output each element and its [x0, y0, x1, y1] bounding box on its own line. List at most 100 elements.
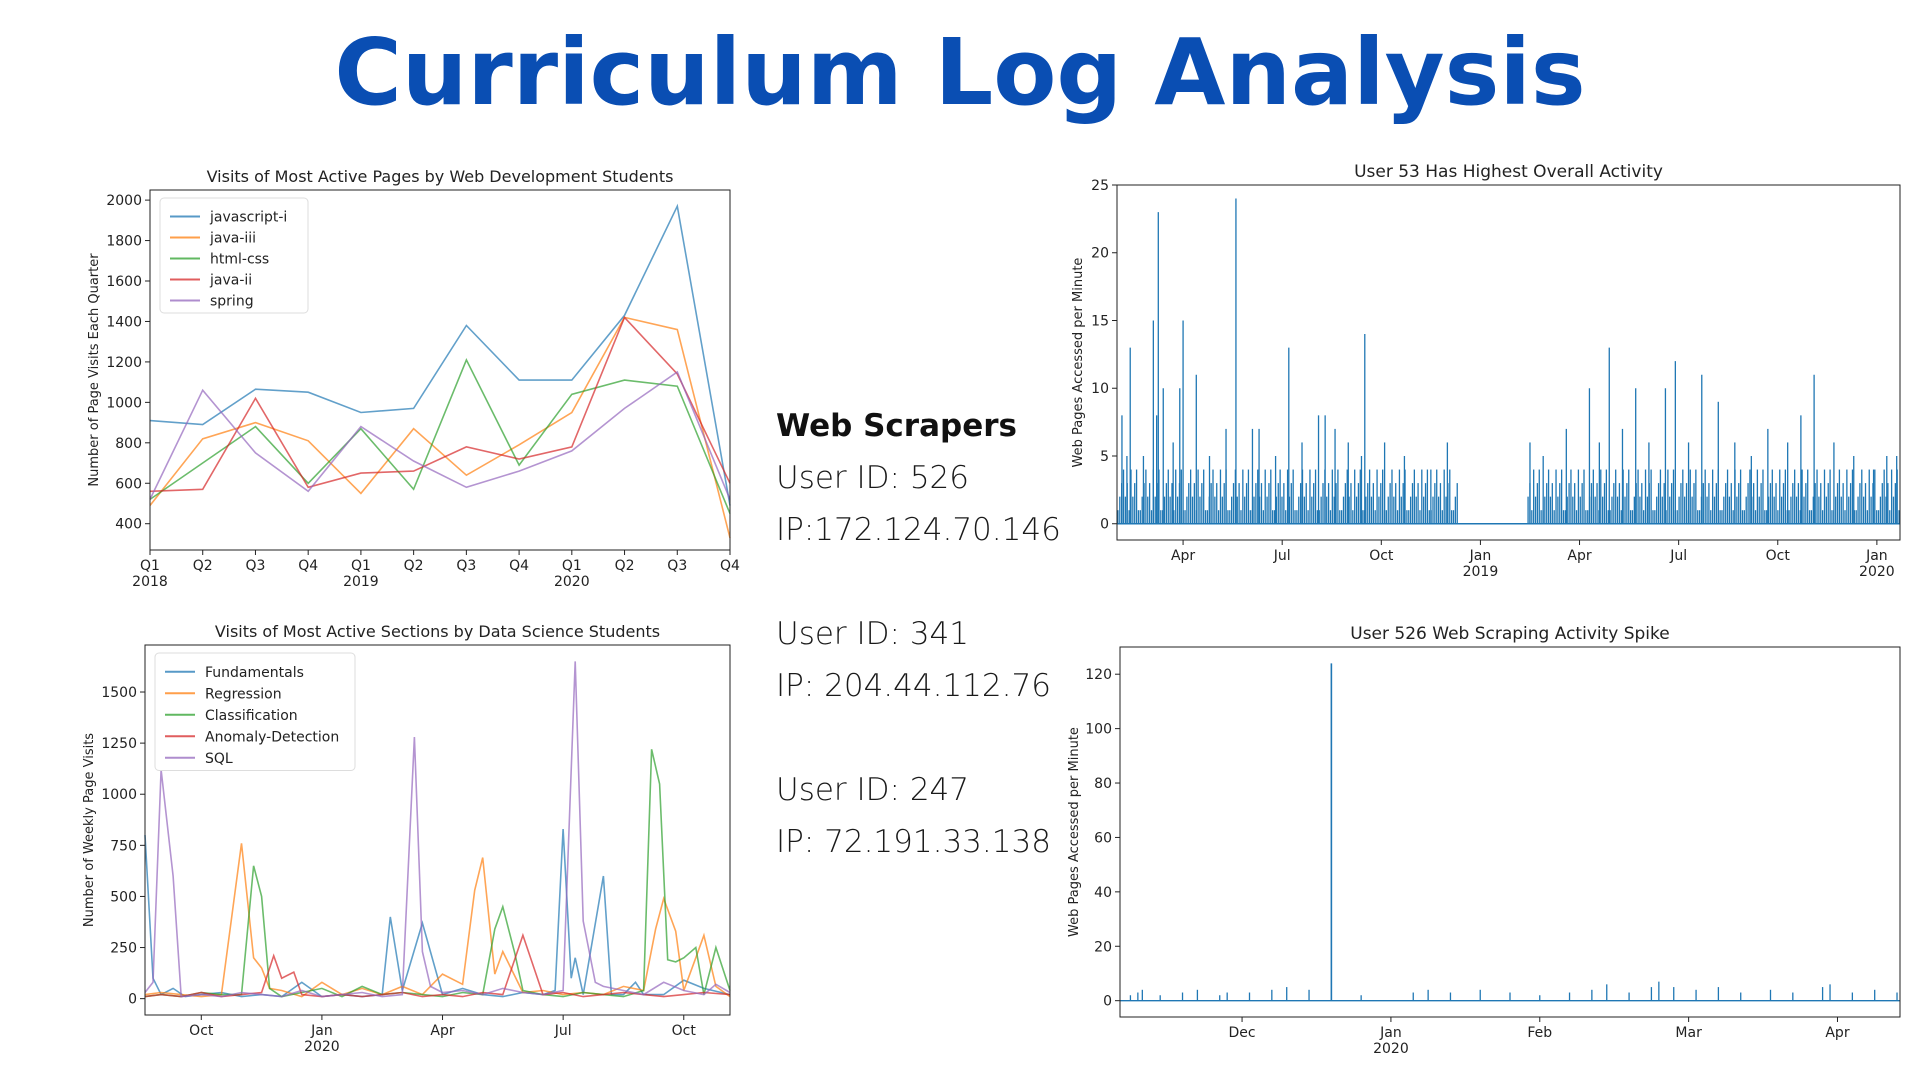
- x-tick-label: Apr: [1171, 548, 1195, 564]
- legend-label: Anomaly-Detection: [205, 729, 339, 745]
- legend-label: SQL: [205, 751, 233, 767]
- x-tick-label: Q2: [193, 558, 213, 574]
- y-axis-label: Number of Page Visits Each Quarter: [87, 253, 102, 487]
- x-tick-label: Q3: [245, 558, 265, 574]
- chart-datasci: Visits of Most Active Sections by Data S…: [82, 622, 731, 1055]
- y-tick-label: 15: [1091, 313, 1109, 329]
- x-tick-sublabel: 2020: [1373, 1041, 1409, 1057]
- x-tick-label: Feb: [1527, 1025, 1552, 1041]
- legend-label: html-css: [210, 252, 269, 268]
- chart-title: Visits of Most Active Pages by Web Devel…: [207, 167, 674, 186]
- chart-title: User 526 Web Scraping Activity Spike: [1350, 624, 1669, 644]
- scraper-ip: IP: 204.44.112.76: [776, 668, 1051, 704]
- y-tick-label: 1200: [106, 355, 142, 371]
- series-line-Anomaly-Detection: [144, 932, 731, 998]
- legend-box: [154, 652, 356, 771]
- series-line-java-iii: [149, 316, 731, 539]
- y-tick-label: 25: [1091, 178, 1109, 194]
- x-tick-label: Q2: [615, 558, 635, 574]
- y-tick-label: 5: [1100, 449, 1109, 465]
- x-tick-sublabel: 2020: [554, 574, 590, 590]
- y-axis-label: Web Pages Accessed per Minute: [1067, 727, 1082, 937]
- plot-frame: [149, 189, 731, 551]
- y-tick-label: 120: [1085, 667, 1112, 683]
- legend-label: java-iii: [209, 231, 256, 247]
- y-tick-label: 400: [115, 517, 142, 533]
- legend-label: java-ii: [209, 273, 252, 289]
- legend-label: Fundamentals: [205, 665, 304, 681]
- x-tick-label: Oct: [1369, 548, 1394, 564]
- x-tick-label: Oct: [672, 1023, 697, 1039]
- series-line-Regression: [144, 843, 731, 998]
- series-line-html-css: [149, 357, 731, 514]
- x-tick-label: Jul: [1273, 548, 1291, 564]
- legend-label: Regression: [205, 686, 282, 702]
- chart-user526-panel: User 526 Web Scraping Activity Spike Web …: [1060, 615, 1915, 1060]
- y-tick-label: 2000: [106, 193, 142, 209]
- x-tick-label: Jan: [1865, 548, 1888, 564]
- x-tick-label: Jan: [1469, 548, 1492, 564]
- x-tick-label: Q3: [667, 558, 687, 574]
- legend-label: spring: [210, 294, 254, 310]
- y-tick-label: 0: [1100, 517, 1109, 533]
- x-tick-sublabel: 2019: [343, 574, 379, 590]
- x-tick-label: Mar: [1675, 1025, 1702, 1041]
- plot-frame: [1119, 646, 1901, 1018]
- x-tick-label: Jul: [1669, 548, 1687, 564]
- legend-box: [159, 197, 309, 314]
- x-tick-label: Apr: [1567, 548, 1591, 564]
- y-tick-label: 250: [110, 941, 137, 957]
- chart-user526: User 526 Web Scraping Activity Spike Web …: [1067, 624, 1901, 1057]
- y-tick-label: 0: [128, 992, 137, 1008]
- y-tick-label: 20: [1091, 246, 1109, 262]
- x-tick-label: Q3: [456, 558, 476, 574]
- y-tick-label: 0: [1103, 994, 1112, 1010]
- x-tick-label: Q4: [298, 558, 318, 574]
- x-tick-label: Q4: [509, 558, 529, 574]
- x-tick-label: Apr: [430, 1023, 454, 1039]
- x-tick-label: Jan: [310, 1023, 333, 1039]
- x-tick-sublabel: 2019: [1463, 564, 1499, 580]
- web-scrapers-panel: Web Scrapers User ID: 526 IP:172.124.70.…: [776, 400, 1076, 868]
- x-tick-label: Jan: [1379, 1025, 1402, 1041]
- y-axis-label: Number of Weekly Page Visits: [82, 733, 97, 927]
- chart-title: Visits of Most Active Sections by Data S…: [215, 622, 660, 641]
- x-tick-sublabel: 2018: [132, 574, 168, 590]
- x-tick-label: Q1: [351, 558, 371, 574]
- x-tick-label: Oct: [1766, 548, 1791, 564]
- legend-label: javascript-i: [209, 210, 287, 226]
- scraper-ip: IP: 72.191.33.138: [776, 824, 1051, 860]
- series-line-SQL: [144, 661, 731, 998]
- y-tick-label: 1600: [106, 274, 142, 290]
- series-line-java-ii: [149, 315, 731, 493]
- y-tick-label: 1000: [101, 787, 137, 803]
- series-line-Classification: [144, 749, 731, 998]
- x-tick-label: Q4: [720, 558, 740, 574]
- x-tick-label: Q1: [140, 558, 160, 574]
- series-line-javascript-i: [149, 203, 731, 506]
- y-tick-label: 60: [1094, 830, 1112, 846]
- y-tick-label: 500: [110, 889, 137, 905]
- plot-frame: [144, 644, 731, 1016]
- x-tick-label: Dec: [1229, 1025, 1256, 1041]
- y-tick-label: 10: [1091, 381, 1109, 397]
- x-tick-sublabel: 2020: [1859, 564, 1895, 580]
- page-title: Curriculum Log Analysis: [334, 19, 1586, 126]
- y-tick-label: 1800: [106, 234, 142, 250]
- x-tick-label: Oct: [189, 1023, 214, 1039]
- scraper-user-id: User ID: 247: [776, 772, 969, 808]
- chart-title: User 53 Has Highest Overall Activity: [1354, 162, 1663, 182]
- legend-label: Classification: [205, 708, 298, 724]
- scraper-user-id: User ID: 526: [776, 460, 969, 496]
- chart-datasci-panel: Visits of Most Active Sections by Data S…: [75, 615, 745, 1065]
- y-tick-label: 20: [1094, 939, 1112, 955]
- x-tick-label: Jul: [554, 1023, 572, 1039]
- y-tick-label: 1000: [106, 395, 142, 411]
- y-tick-label: 1250: [101, 736, 137, 752]
- x-tick-label: Q2: [404, 558, 424, 574]
- y-axis-label: Web Pages Accessed per Minute: [1071, 258, 1086, 468]
- y-tick-label: 600: [115, 476, 142, 492]
- scraper-ip: IP:172.124.70.146: [776, 512, 1061, 548]
- x-tick-label: Apr: [1825, 1025, 1849, 1041]
- chart-webdev-panel: Visits of Most Active Pages by Web Devel…: [80, 160, 740, 600]
